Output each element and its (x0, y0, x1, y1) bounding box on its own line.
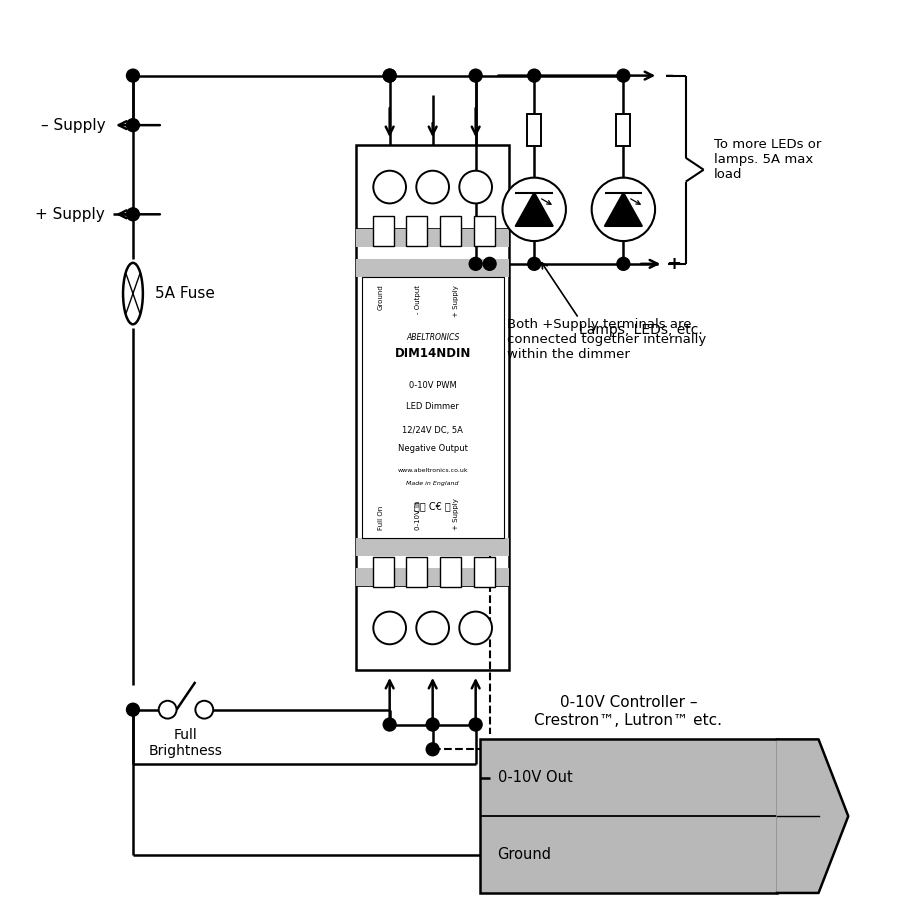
Bar (373, 217, 393, 246)
Text: - Output: - Output (415, 285, 421, 313)
Text: 0-10V Out: 0-10V Out (498, 770, 572, 786)
Circle shape (374, 171, 406, 204)
Text: Lamps, LEDs, etc.: Lamps, LEDs, etc. (579, 324, 703, 337)
Circle shape (591, 178, 655, 241)
Text: Ground: Ground (378, 285, 383, 311)
Bar (356, 145, 509, 670)
Circle shape (127, 703, 140, 716)
Circle shape (527, 69, 541, 82)
Text: ⓈⓂ C€ Ⓧ: ⓈⓂ C€ Ⓧ (414, 502, 451, 512)
Text: Full On: Full On (378, 506, 383, 530)
Bar (527, 114, 541, 146)
Circle shape (374, 611, 406, 644)
Circle shape (469, 718, 482, 731)
Bar (356, 259, 509, 277)
Circle shape (616, 69, 630, 82)
Text: To more LEDs or
lamps. 5A max
load: To more LEDs or lamps. 5A max load (714, 138, 821, 182)
Circle shape (195, 701, 213, 718)
Text: LED Dimmer: LED Dimmer (406, 402, 459, 411)
Circle shape (383, 69, 396, 82)
Text: +: + (666, 254, 681, 273)
Circle shape (127, 69, 140, 82)
Text: DIM14NDIN: DIM14NDIN (394, 348, 471, 361)
Text: + Supply: + Supply (35, 207, 105, 222)
Bar (407, 217, 428, 246)
Text: + Supply: + Supply (453, 499, 459, 530)
Circle shape (427, 743, 439, 756)
Text: 0-10V Controller –
Crestron™, Lutron™ etc.: 0-10V Controller – Crestron™, Lutron™ et… (535, 695, 723, 727)
Text: 0-10V In: 0-10V In (415, 501, 421, 530)
Circle shape (383, 718, 396, 731)
Text: –: – (665, 66, 674, 85)
Text: Made in England: Made in England (407, 480, 459, 486)
Text: Ground: Ground (498, 847, 552, 862)
Circle shape (427, 718, 439, 731)
Bar (616, 114, 630, 146)
Bar (356, 230, 509, 247)
Text: 0-10V PWM: 0-10V PWM (409, 382, 456, 390)
Circle shape (483, 257, 496, 270)
Text: Negative Output: Negative Output (398, 444, 468, 453)
Polygon shape (516, 193, 553, 226)
Circle shape (616, 257, 630, 270)
Text: + Supply: + Supply (453, 285, 459, 316)
Ellipse shape (123, 263, 143, 325)
Circle shape (417, 611, 449, 644)
Text: Full
Brightness: Full Brightness (149, 727, 223, 758)
Circle shape (383, 69, 396, 82)
Bar (440, 557, 461, 586)
Circle shape (127, 119, 140, 132)
Text: 5A Fuse: 5A Fuse (155, 286, 214, 301)
Text: Both +Supply terminals are
connected together internally
within the dimmer: Both +Supply terminals are connected tog… (508, 318, 706, 361)
Bar (473, 217, 495, 246)
Circle shape (502, 178, 566, 241)
Bar (356, 538, 509, 556)
Circle shape (158, 701, 176, 718)
Circle shape (527, 257, 541, 270)
Bar (356, 568, 509, 585)
Circle shape (459, 171, 492, 204)
Circle shape (417, 171, 449, 204)
Bar (480, 739, 777, 893)
Text: – Supply: – Supply (40, 118, 105, 133)
Circle shape (459, 611, 492, 644)
Text: 12/24V DC, 5A: 12/24V DC, 5A (402, 426, 464, 435)
Circle shape (469, 69, 482, 82)
Polygon shape (605, 193, 643, 226)
Bar (407, 557, 428, 586)
Polygon shape (777, 739, 849, 893)
Text: ABELTRONICS: ABELTRONICS (406, 333, 459, 342)
Text: www.abeltronics.co.uk: www.abeltronics.co.uk (397, 467, 468, 473)
Bar (362, 277, 503, 538)
Bar (473, 557, 495, 586)
Bar (440, 217, 461, 246)
Circle shape (127, 207, 140, 220)
Circle shape (469, 257, 482, 270)
Bar (373, 557, 393, 586)
